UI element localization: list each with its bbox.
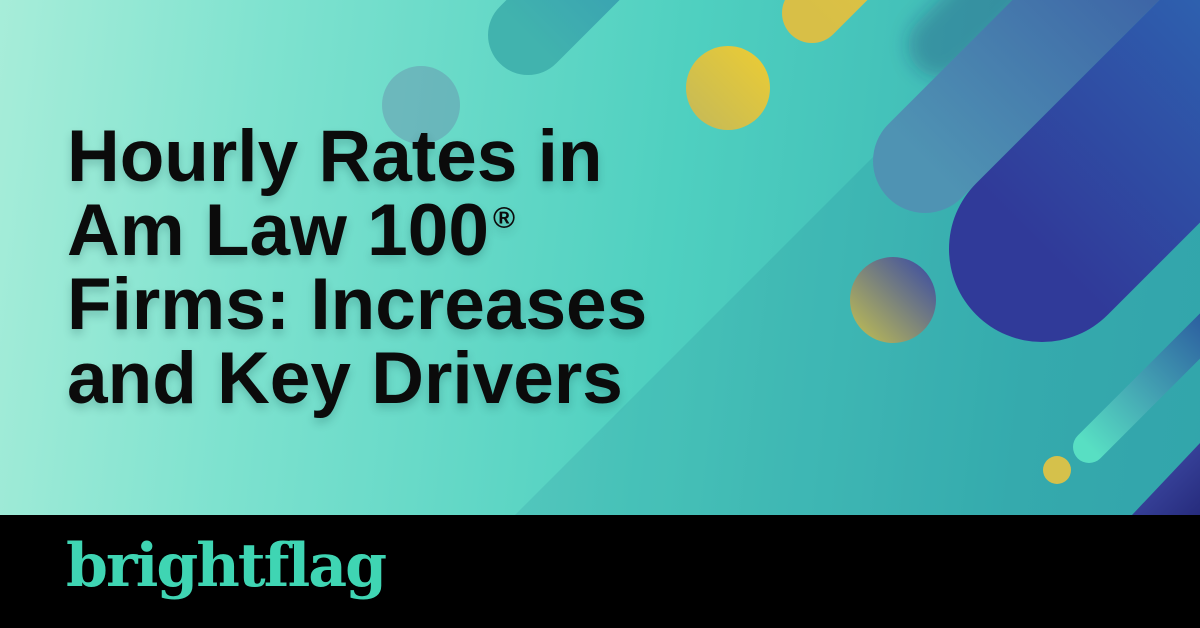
small-yellow-circle (1043, 456, 1071, 484)
yellow-blue-circle (850, 257, 936, 343)
corner-navy-wedge (1132, 443, 1200, 515)
hero-section: Hourly Rates in Am Law 100 ® Firms: Incre… (0, 0, 1200, 515)
headline-line-4: and Key Drivers (67, 338, 623, 419)
page-title: Hourly Rates in Am Law 100 ® Firms: Incre… (67, 120, 787, 416)
faint-circle (382, 66, 460, 144)
decorative-shapes (382, 0, 1200, 515)
headline-line-3: Firms: Increases (67, 264, 648, 345)
comet-capsule (1073, 313, 1200, 463)
indigo-blue-capsule (949, 0, 1200, 342)
steel-blue-capsule (873, 0, 1160, 213)
yellow-circle (686, 46, 770, 130)
teal-capsule (488, 0, 620, 75)
headline-line-1: Hourly Rates in (67, 116, 603, 197)
footer-bar (0, 515, 1200, 628)
headline-line-2: Am Law 100 ® (67, 190, 516, 271)
brightflag-logo: brightflag (66, 531, 387, 601)
